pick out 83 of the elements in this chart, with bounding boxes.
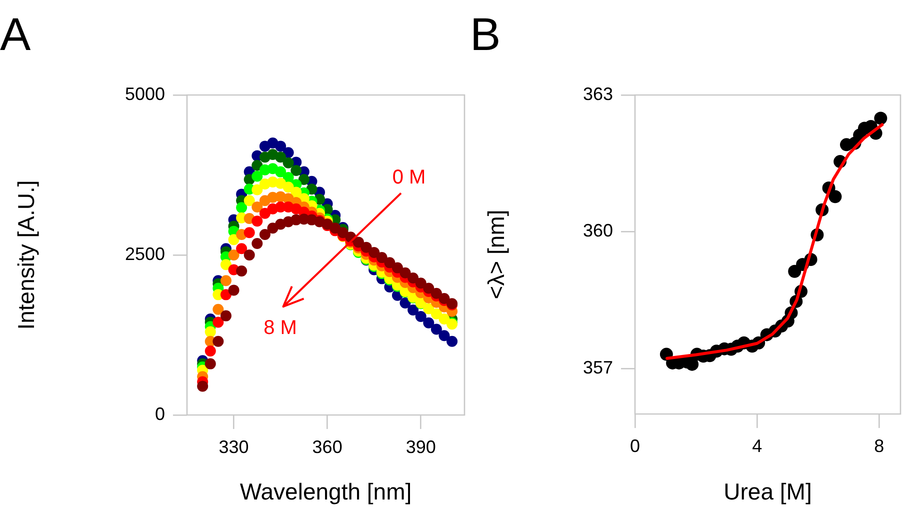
- chart-title: B: [470, 8, 501, 60]
- point: [360, 242, 372, 253]
- point: [252, 184, 263, 196]
- point: [828, 190, 842, 204]
- y-tick-label: 357: [582, 357, 613, 378]
- point: [236, 243, 248, 254]
- point: [282, 147, 294, 158]
- point: [415, 310, 426, 322]
- point: [244, 195, 255, 206]
- point: [244, 227, 255, 238]
- point: [430, 288, 442, 299]
- point: [252, 202, 263, 212]
- y-axis-title: <λ> [nm]: [483, 210, 510, 300]
- point: [236, 202, 248, 214]
- point: [392, 262, 403, 274]
- point: [686, 358, 699, 371]
- annotation: 0 M: [392, 166, 426, 189]
- point: [220, 310, 232, 322]
- point: [446, 336, 458, 347]
- point: [275, 166, 286, 178]
- point: [352, 236, 364, 248]
- point: [212, 316, 224, 328]
- y-tick-label: 5000: [124, 84, 165, 104]
- point: [197, 380, 208, 392]
- point: [298, 174, 310, 185]
- point: [275, 152, 286, 163]
- point: [368, 246, 380, 258]
- point: [408, 304, 419, 316]
- point: [212, 336, 224, 347]
- point: [430, 308, 442, 320]
- point: [384, 257, 396, 268]
- y-axis-title: Intensity [A.U.]: [13, 180, 40, 330]
- point: [252, 160, 263, 171]
- point: [788, 264, 802, 278]
- x-axis-title: Urea [M]: [724, 478, 812, 505]
- point: [244, 250, 255, 260]
- point: [290, 165, 302, 176]
- point: [228, 250, 240, 260]
- x-tick-label: 0: [630, 436, 640, 456]
- point: [220, 259, 232, 270]
- point: [423, 303, 434, 314]
- point: [423, 282, 434, 294]
- point: [220, 275, 232, 286]
- point: [438, 314, 450, 324]
- y-tick-label: 360: [582, 220, 613, 241]
- point: [204, 346, 216, 356]
- annotation: 8 M: [264, 317, 297, 340]
- point: [376, 252, 388, 264]
- x-tick-label: 330: [218, 436, 249, 457]
- point: [408, 272, 419, 284]
- point: [275, 140, 286, 152]
- point: [236, 266, 248, 276]
- point: [337, 227, 348, 238]
- point: [330, 222, 341, 234]
- point: [228, 284, 240, 296]
- point: [282, 182, 294, 193]
- x-tick-label: 4: [752, 436, 762, 456]
- point: [259, 229, 270, 240]
- chart-title: A: [0, 8, 31, 60]
- y-tick-label: 2500: [124, 244, 165, 264]
- point: [438, 330, 450, 342]
- point: [430, 324, 442, 335]
- point: [415, 278, 426, 289]
- y-tick-label: 363: [582, 84, 613, 104]
- point: [204, 358, 216, 370]
- x-tick-label: 360: [312, 436, 342, 457]
- point: [259, 208, 270, 219]
- x-tick-label: 390: [406, 436, 436, 457]
- x-tick-label: 8: [874, 436, 884, 456]
- point: [874, 112, 888, 125]
- point: [400, 267, 411, 278]
- point: [282, 157, 294, 168]
- point: [423, 317, 434, 328]
- point: [252, 170, 263, 182]
- point: [252, 238, 263, 249]
- point: [212, 304, 224, 315]
- point: [228, 234, 240, 246]
- y-tick-label: 0: [154, 404, 165, 424]
- x-axis-title: Wavelength [nm]: [240, 478, 412, 505]
- point: [290, 186, 302, 198]
- point: [204, 326, 216, 338]
- point: [220, 289, 232, 300]
- point: [252, 216, 263, 227]
